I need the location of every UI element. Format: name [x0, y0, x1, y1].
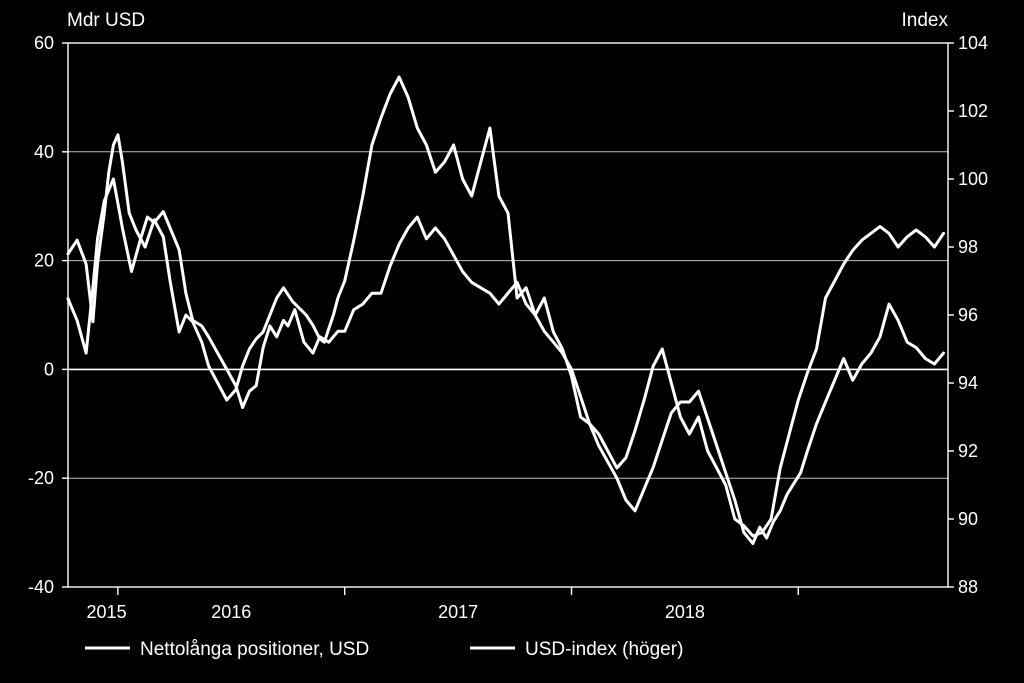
- left-tick-label: -40: [28, 577, 54, 597]
- left-tick-label: 60: [34, 33, 54, 53]
- series-line-usd-index: [66, 75, 945, 538]
- right-tick-label: 88: [958, 577, 978, 597]
- series-layer: [66, 75, 945, 545]
- left-tick-label: 0: [44, 359, 54, 379]
- left-tick-label: 20: [34, 251, 54, 271]
- x-tick-label: 2015: [87, 602, 127, 622]
- legend-label-net-positions: Nettolånga positioner, USD: [140, 639, 369, 660]
- legend: Nettolånga positioner, USD USD-index (hö…: [85, 639, 683, 660]
- left-axis-ticks: -40 -20 0 20 40 60: [28, 33, 68, 597]
- right-tick-label: 104: [958, 33, 988, 53]
- gridlines: [68, 151, 948, 479]
- x-axis-ticks: 2015 2016 2017 2018: [87, 587, 800, 622]
- x-tick-label: 2017: [438, 602, 478, 622]
- left-tick-label: -20: [28, 468, 54, 488]
- right-axis-ticks: 88 90 92 94 96 98 100 102 104: [948, 33, 988, 597]
- series-line-net-positions: [66, 177, 945, 545]
- right-tick-label: 102: [958, 101, 988, 121]
- x-tick-label: 2016: [211, 602, 251, 622]
- right-tick-label: 90: [958, 509, 978, 529]
- right-axis-label: Index: [902, 10, 949, 31]
- right-tick-label: 96: [958, 305, 978, 325]
- legend-label-usd-index: USD-index (höger): [525, 639, 683, 660]
- right-tick-label: 98: [958, 237, 978, 257]
- x-tick-label: 2018: [665, 602, 705, 622]
- left-tick-label: 40: [34, 142, 54, 162]
- right-tick-label: 100: [958, 169, 988, 189]
- right-tick-label: 92: [958, 441, 978, 461]
- left-axis-label: Mdr USD: [67, 10, 145, 31]
- right-tick-label: 94: [958, 373, 978, 393]
